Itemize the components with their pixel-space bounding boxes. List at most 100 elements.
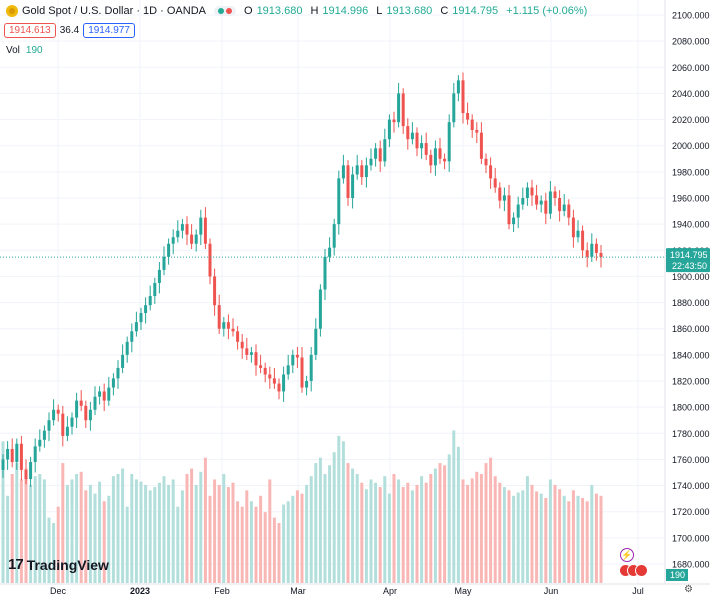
candle-body: [341, 165, 345, 179]
candle-body: [157, 269, 161, 283]
candle-body: [562, 204, 566, 212]
candle-body: [272, 378, 276, 384]
candle-body: [102, 391, 106, 401]
candle-body: [544, 200, 548, 214]
candle-body: [387, 119, 391, 140]
candle-body: [433, 148, 437, 166]
volume-bar: [236, 501, 240, 583]
candle-body: [438, 148, 442, 159]
tradingview-logo[interactable]: 17 TradingView: [8, 556, 109, 573]
y-tick-label: 1980.000: [672, 167, 710, 177]
candle-body: [305, 381, 309, 388]
y-tick-label: 1800.000: [672, 403, 710, 413]
tradingview-mark-icon: 17: [8, 556, 24, 573]
trade-buttons: 1914.613 36.4 1914.977: [4, 23, 135, 38]
volume-bar: [507, 490, 511, 583]
high-value: 1914.996: [322, 5, 369, 17]
candle-body: [378, 148, 382, 162]
x-tick-label: May: [454, 586, 472, 596]
market-status-icon[interactable]: [214, 6, 236, 16]
candle-body: [153, 282, 157, 297]
volume-bar: [254, 506, 258, 583]
symbol-title[interactable]: Gold Spot / U.S. Dollar · 1D · OANDA: [22, 5, 206, 17]
candle-body: [530, 187, 534, 196]
volume-bar: [516, 492, 520, 583]
flash-icon[interactable]: ⚡: [620, 548, 634, 562]
change-value: +1.115 (+0.06%): [506, 5, 588, 17]
volume-bar: [75, 474, 79, 583]
volume-bar: [286, 501, 290, 583]
volume-bar: [93, 493, 97, 583]
volume-bar: [332, 452, 336, 583]
volume-bar: [240, 506, 244, 583]
volume-bar: [470, 478, 474, 583]
volume-bar: [512, 495, 516, 583]
volume-bar: [107, 495, 111, 583]
candle-body: [19, 443, 23, 470]
x-tick-label: Jul: [632, 586, 644, 596]
volume-bar: [493, 476, 497, 583]
volume-bar: [56, 506, 60, 583]
candle-body: [452, 93, 456, 123]
volume-bar: [585, 501, 589, 583]
buy-button[interactable]: 1914.977: [83, 23, 135, 38]
y-tick-label: 1960.000: [672, 194, 710, 204]
volume-bar: [88, 484, 92, 583]
candle-body: [47, 420, 51, 431]
candle-body: [489, 165, 493, 179]
candle-body: [286, 365, 290, 375]
volume-bar: [1, 441, 5, 583]
candle-body: [42, 430, 46, 440]
volume-legend[interactable]: Vol 190: [6, 45, 43, 56]
candle-body: [300, 357, 304, 388]
economic-events-icons[interactable]: [619, 564, 648, 577]
volume-bar: [134, 479, 138, 583]
candle-body: [75, 400, 79, 418]
volume-bar: [79, 471, 83, 583]
candle-body: [502, 195, 506, 201]
high-label: H: [310, 5, 319, 17]
candle-body: [203, 217, 207, 244]
volume-bar: [590, 484, 594, 583]
candle-body: [355, 165, 359, 175]
candle-body: [277, 383, 281, 392]
candle-body: [268, 374, 272, 379]
candle-body: [148, 296, 152, 306]
candle-body: [479, 132, 483, 159]
volume-bar: [84, 490, 88, 583]
candle-body: [144, 305, 148, 314]
sell-button[interactable]: 1914.613: [4, 23, 56, 38]
volume-bar: [562, 495, 566, 583]
candle-body: [410, 132, 414, 140]
volume-bar: [443, 465, 447, 583]
volume-bar: [222, 474, 226, 583]
volume-bar: [213, 479, 217, 583]
volume-bar: [424, 482, 428, 583]
us-flag-icon: [635, 564, 648, 577]
volume-bar: [70, 479, 74, 583]
volume-bar: [489, 457, 493, 583]
candle-body: [599, 252, 603, 258]
volume-bar: [249, 501, 253, 583]
volume-bar: [318, 457, 322, 583]
close-label: C: [440, 5, 449, 17]
candle-body: [125, 341, 129, 355]
volume-bar: [153, 487, 157, 583]
candle-body: [249, 352, 253, 355]
y-tick-label: 1940.000: [672, 220, 710, 230]
volume-bar: [29, 484, 33, 583]
candle-body: [65, 426, 69, 436]
volume-bar: [203, 457, 207, 583]
settings-gear-icon[interactable]: ⚙: [684, 584, 693, 595]
volume-bar: [475, 471, 479, 583]
candle-body: [351, 174, 355, 198]
candle-body: [56, 409, 60, 414]
volume-bar: [226, 487, 230, 583]
volume-bar: [139, 481, 143, 583]
volume-bar: [309, 476, 313, 583]
y-tick-label: 1780.000: [672, 429, 710, 439]
y-tick-label: 2060.000: [672, 63, 710, 73]
y-tick-label: 2000.000: [672, 141, 710, 151]
volume-bar: [277, 523, 281, 583]
